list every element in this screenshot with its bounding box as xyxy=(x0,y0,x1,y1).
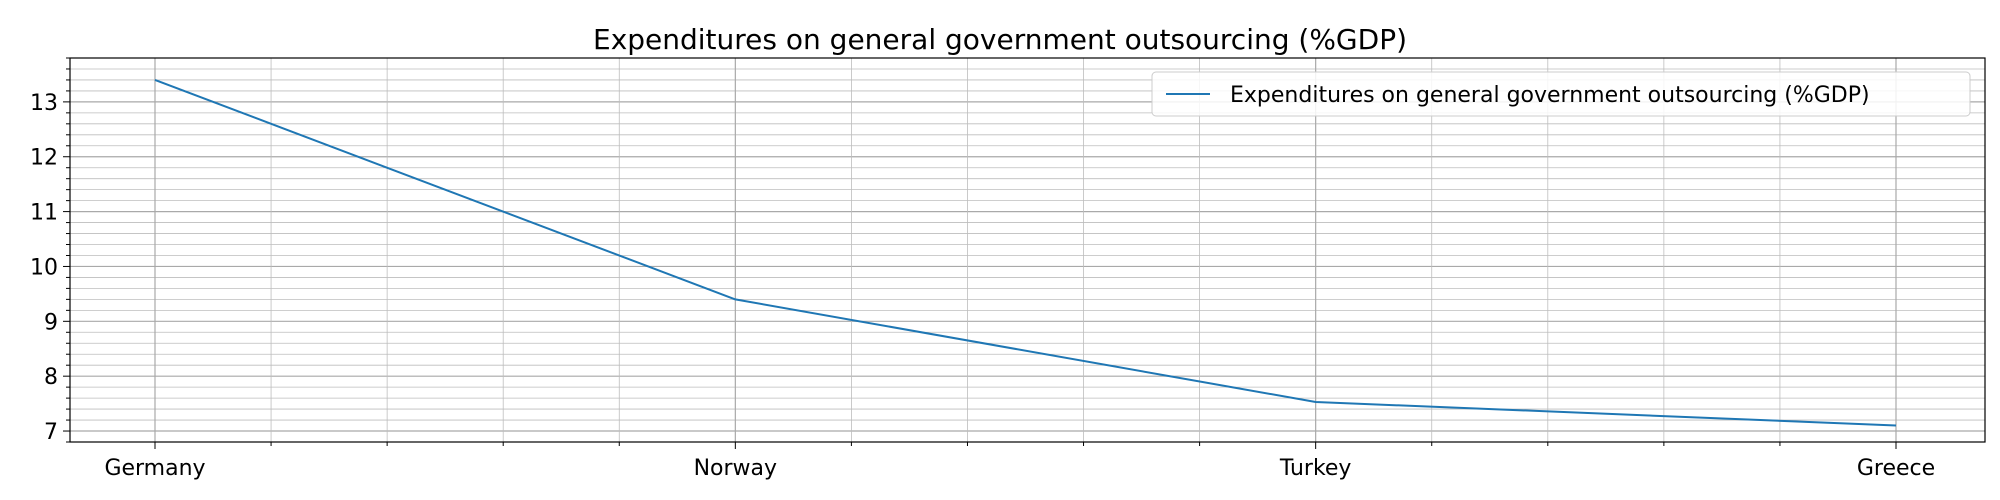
y-tick-label: 9 xyxy=(44,310,58,335)
y-tick-label: 13 xyxy=(30,91,58,116)
legend-box xyxy=(1151,71,1971,117)
x-tick-label: Germany xyxy=(104,456,205,481)
x-tick-label: Greece xyxy=(1857,456,1935,481)
legend-entry: Expenditures on general government outso… xyxy=(1230,83,1870,108)
y-tick-label: 11 xyxy=(30,201,58,226)
series-line xyxy=(154,78,1897,427)
plot-frame xyxy=(69,57,1986,443)
x-tick-label: Turkey xyxy=(1279,456,1352,481)
chart-title: Expenditures on general government outso… xyxy=(593,23,1407,56)
y-tick-label: 10 xyxy=(30,255,58,280)
grid xyxy=(70,57,1985,443)
axis-ticks: 7 8 9 10 11 12 13 Germany Norway Turkey Greece xyxy=(30,57,1935,481)
y-tick-label: 12 xyxy=(30,146,58,171)
series-layer xyxy=(154,78,1897,427)
y-tick-label: 7 xyxy=(44,420,58,445)
y-tick-label: 8 xyxy=(44,365,58,390)
x-tick-label: Norway xyxy=(694,456,777,481)
legend: Expenditures on general government outso… xyxy=(1151,71,1971,117)
